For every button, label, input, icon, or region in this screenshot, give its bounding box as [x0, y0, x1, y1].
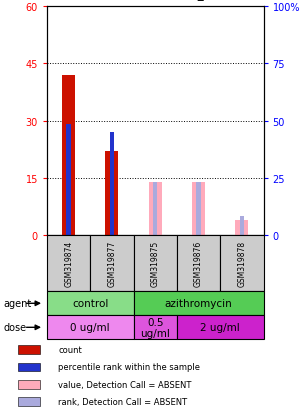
- Text: GSM319877: GSM319877: [108, 241, 116, 287]
- Text: agent: agent: [3, 299, 31, 309]
- Bar: [18, 363, 40, 372]
- Bar: [240, 217, 244, 236]
- Text: rank, Detection Call = ABSENT: rank, Detection Call = ABSENT: [58, 397, 188, 406]
- FancyBboxPatch shape: [47, 292, 134, 316]
- Text: azithromycin: azithromycin: [165, 299, 232, 309]
- FancyBboxPatch shape: [134, 292, 264, 316]
- Text: count: count: [58, 346, 82, 354]
- FancyBboxPatch shape: [47, 316, 134, 339]
- Bar: [110, 133, 114, 236]
- Bar: [66, 125, 71, 236]
- Bar: [18, 380, 40, 389]
- Text: dose: dose: [3, 323, 26, 332]
- Bar: [153, 182, 158, 236]
- FancyBboxPatch shape: [134, 316, 177, 339]
- Bar: [192, 182, 205, 236]
- Text: 0 ug/ml: 0 ug/ml: [71, 323, 110, 332]
- Text: percentile rank within the sample: percentile rank within the sample: [58, 363, 200, 372]
- Text: GSM319876: GSM319876: [194, 241, 203, 287]
- Text: value, Detection Call = ABSENT: value, Detection Call = ABSENT: [58, 380, 192, 389]
- Bar: [18, 346, 40, 354]
- FancyBboxPatch shape: [47, 236, 90, 292]
- Text: GSM319874: GSM319874: [64, 241, 73, 287]
- Text: GSM319875: GSM319875: [151, 241, 160, 287]
- Text: control: control: [72, 299, 108, 309]
- FancyBboxPatch shape: [177, 236, 220, 292]
- Bar: [196, 182, 201, 236]
- Text: 0.5
ug/ml: 0.5 ug/ml: [140, 317, 170, 338]
- Bar: [235, 221, 248, 236]
- FancyBboxPatch shape: [177, 316, 264, 339]
- FancyBboxPatch shape: [220, 236, 264, 292]
- Bar: [105, 152, 118, 236]
- Bar: [149, 182, 162, 236]
- Text: 2 ug/ml: 2 ug/ml: [200, 323, 240, 332]
- FancyBboxPatch shape: [134, 236, 177, 292]
- Bar: [18, 397, 40, 406]
- Bar: [62, 75, 75, 236]
- FancyBboxPatch shape: [90, 236, 134, 292]
- Text: GSM319878: GSM319878: [238, 241, 246, 287]
